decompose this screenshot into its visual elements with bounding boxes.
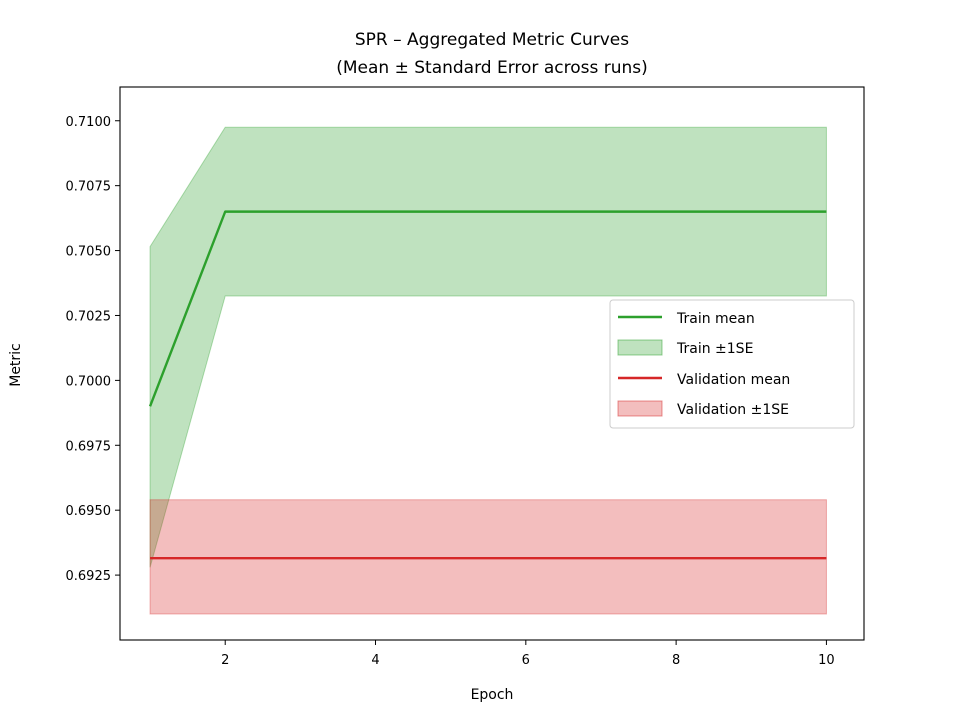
x-tick-label: 10 — [818, 653, 835, 668]
y-axis-label: Metric — [8, 343, 24, 387]
legend-validation-band-swatch — [617, 400, 663, 417]
legend-validation-band-label: Validation ±1SE — [677, 402, 789, 418]
y-tick-label: 0.7100 — [66, 115, 112, 130]
x-axis-ticks: 2 4 6 8 10 — [221, 640, 835, 668]
y-tick-label: 0.6975 — [66, 439, 112, 454]
x-tick-label: 6 — [522, 653, 530, 668]
y-tick-label: 0.6925 — [66, 569, 112, 584]
y-tick-label: 0.6950 — [66, 504, 112, 519]
legend-train-mean-label: Train mean — [676, 311, 755, 327]
x-tick-label: 8 — [672, 653, 680, 668]
plot-frame — [119, 86, 865, 641]
band-validation-mean — [149, 499, 827, 615]
y-tick-label: 0.7025 — [66, 309, 112, 324]
y-axis-ticks: 0.6925 0.6950 0.6975 0.7000 0.7025 0.7050 0.70… — [66, 115, 120, 584]
chart-title-line1: SPR – Aggregated Metric Curves — [355, 30, 629, 50]
y-tick-label: 0.7050 — [66, 245, 112, 260]
line-layer — [148, 210, 827, 560]
legend-frame — [609, 299, 855, 429]
line-train-mean — [148, 210, 827, 407]
x-tick-label: 4 — [371, 653, 379, 668]
legend-validation-mean-label: Validation mean — [677, 372, 790, 388]
band-train-mean — [149, 126, 827, 568]
y-tick-label: 0.7000 — [66, 374, 112, 389]
x-tick-label: 2 — [221, 653, 229, 668]
legend-train-band-swatch — [617, 339, 663, 356]
band-layer — [149, 126, 827, 615]
chart-title-line2: (Mean ± Standard Error across runs) — [336, 58, 648, 78]
x-axis-label: Epoch — [471, 687, 514, 703]
y-tick-label: 0.7075 — [66, 180, 112, 195]
legend: Train mean Train ±1SE Validation mean Va… — [609, 299, 855, 429]
legend-train-band-label: Train ±1SE — [676, 341, 753, 357]
